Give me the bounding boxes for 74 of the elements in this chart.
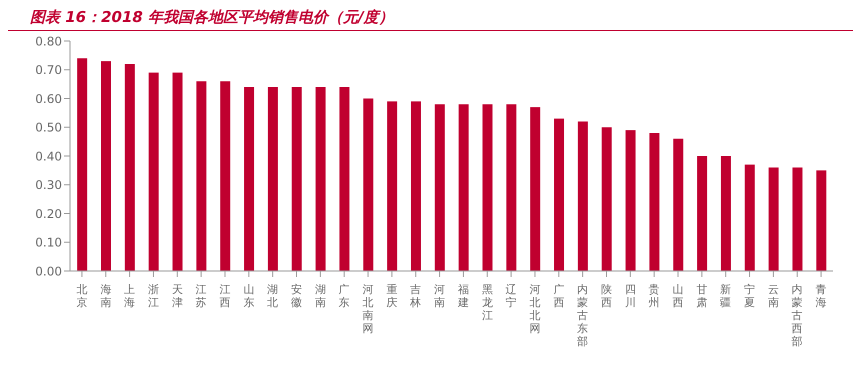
x-tick-label: 湖南 xyxy=(314,283,326,309)
bar xyxy=(220,81,230,271)
y-tick-label: 0.30 xyxy=(35,178,62,192)
bar xyxy=(363,98,374,271)
chart-title: 图表 16：2018 年我国各地区平均销售电价（元/度） xyxy=(8,8,853,31)
x-tick-label: 广东 xyxy=(338,283,350,309)
bar xyxy=(530,107,540,271)
bar xyxy=(673,138,684,271)
x-tick-label: 贵州 xyxy=(648,283,660,309)
x-tick-label: 内蒙古西部 xyxy=(792,283,803,348)
y-tick-label: 0.10 xyxy=(35,236,62,250)
bar xyxy=(268,87,278,271)
bar xyxy=(768,168,779,271)
bar xyxy=(720,156,731,271)
x-tick-label: 黑龙江 xyxy=(482,283,493,322)
bar xyxy=(148,72,159,271)
bar xyxy=(196,81,206,271)
bar xyxy=(410,101,421,271)
x-tick-label: 青海 xyxy=(816,283,827,309)
x-tick-label: 山西 xyxy=(672,283,684,309)
x-tick-label: 四川 xyxy=(624,283,636,309)
bar xyxy=(744,164,755,271)
bar xyxy=(244,87,254,271)
x-tick-label: 云南 xyxy=(768,283,779,309)
y-tick-label: 0.00 xyxy=(35,264,62,278)
x-tick-label: 河北南网 xyxy=(362,283,374,335)
x-tick-label: 河南 xyxy=(434,283,446,309)
bar xyxy=(77,58,88,271)
x-tick-label: 北京 xyxy=(76,283,88,309)
x-tick-label: 山东 xyxy=(243,283,254,309)
bar xyxy=(458,104,469,271)
bar xyxy=(100,61,111,271)
y-tick-label: 0.60 xyxy=(35,92,62,106)
bar xyxy=(697,156,708,271)
x-tick-label: 广西 xyxy=(553,283,564,309)
x-tick-label: 内蒙古东部 xyxy=(577,283,588,348)
x-tick-label: 江苏 xyxy=(196,283,207,309)
bar xyxy=(554,118,564,271)
x-tick-label: 上海 xyxy=(124,283,136,309)
bar xyxy=(316,87,326,271)
bar xyxy=(649,133,660,271)
x-tick-label: 安徽 xyxy=(291,283,302,309)
bar xyxy=(578,122,588,271)
x-tick-label: 宁夏 xyxy=(744,283,756,309)
bar xyxy=(172,72,183,271)
x-tick-label: 江西 xyxy=(219,283,230,309)
bar xyxy=(506,104,516,271)
x-tick-label: 新疆 xyxy=(720,283,732,309)
x-tick-label: 陕西 xyxy=(600,283,612,309)
x-tick-label: 福建 xyxy=(456,283,469,309)
x-tick-label: 甘肃 xyxy=(696,283,708,309)
x-tick-label: 浙江 xyxy=(148,283,159,309)
y-tick-label: 0.70 xyxy=(35,63,62,78)
bar xyxy=(626,130,636,271)
x-tick-label: 辽宁 xyxy=(506,283,517,309)
bar xyxy=(292,87,302,271)
y-tick-label: 0.40 xyxy=(35,149,62,164)
bar xyxy=(124,64,135,271)
x-tick-label: 吉林 xyxy=(409,283,422,309)
x-tick-label: 海南 xyxy=(100,283,112,309)
y-tick-label: 0.80 xyxy=(35,34,62,48)
x-tick-label: 重庆 xyxy=(386,283,398,309)
bar xyxy=(816,170,826,271)
x-tick-label: 河北北网 xyxy=(529,283,540,335)
bar xyxy=(387,101,398,271)
bar xyxy=(792,168,802,271)
y-tick-label: 0.20 xyxy=(35,206,62,221)
bar xyxy=(482,104,492,271)
x-tick-label: 湖北 xyxy=(267,283,278,309)
x-tick-label: 天津 xyxy=(172,283,183,309)
bar xyxy=(339,87,350,271)
bar xyxy=(602,127,612,271)
bar xyxy=(434,104,445,271)
y-tick-label: 0.50 xyxy=(35,120,62,135)
